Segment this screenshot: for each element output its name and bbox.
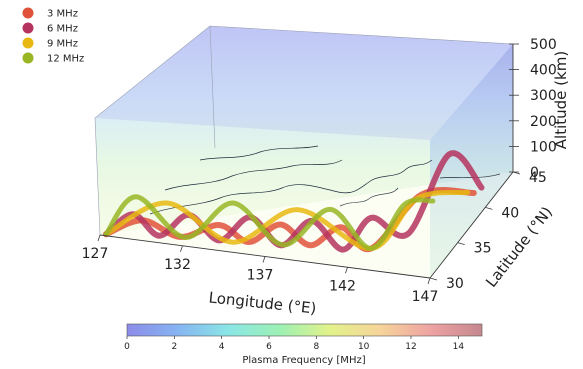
z-tick-label: 100: [530, 139, 557, 155]
volume-top-face: [95, 26, 513, 140]
x-tick-label: 132: [164, 257, 191, 273]
z-tick-label: 0: [530, 165, 539, 181]
x-axis-label: Longitude (°E): [208, 288, 317, 317]
x-tick-label: 127: [82, 246, 109, 262]
y-tick-label: 45: [529, 170, 547, 186]
legend-label: 12 MHz: [47, 54, 84, 65]
colorbar-tick-label: 2: [171, 342, 177, 352]
volume-right-face: [430, 44, 513, 278]
y-tick-label: 40: [501, 205, 519, 221]
legend-label: 9 MHz: [47, 39, 78, 50]
colorbar-tick-label: 4: [219, 342, 225, 352]
legend-label: 6 MHz: [47, 24, 78, 35]
x-tick-label: 147: [412, 289, 439, 305]
coastline-map: [149, 145, 501, 215]
colorbar-ticks: 0 2 4 6 8 10 12 14: [124, 336, 464, 352]
ray-12-mhz-path: [103, 194, 436, 251]
colorbar-tick-label: 8: [313, 342, 319, 352]
y-tick-mark: [429, 277, 438, 281]
z-tick-label: 400: [530, 63, 557, 79]
colorbar-tick-label: 6: [266, 342, 272, 352]
y-axis-ticks: 30 35 40 45: [429, 170, 547, 292]
x-tick-mark: [97, 234, 101, 242]
x-tick-mark: [345, 267, 348, 274]
x-tick-label: 142: [329, 278, 356, 294]
x-tick-mark: [262, 256, 266, 263]
colorbar-gradient: [126, 323, 483, 337]
colorbar-tick-label: 14: [453, 342, 465, 352]
legend-marker: [22, 7, 34, 19]
z-tick-label: 300: [530, 88, 557, 104]
z-tick-label: 200: [530, 114, 557, 130]
colorbar-tick-label: 10: [358, 342, 370, 352]
y-tick-label: 35: [474, 241, 492, 257]
x-axis-ticks: 127 132 137 142 147: [82, 234, 439, 305]
legend-label: 3 MHz: [47, 9, 78, 20]
y-tick-label: 30: [446, 276, 464, 292]
x-tick-mark: [427, 277, 431, 285]
colorbar-label: Plasma Frequency [MHz]: [242, 355, 365, 366]
z-tick-label: 500: [530, 37, 557, 53]
colorbar-tick-label: 0: [124, 342, 130, 352]
axis-box: [94, 25, 514, 236]
legend-marker: [22, 22, 34, 34]
legend: 3 MHz 6 MHz 9 MHz 12 MHz: [22, 7, 84, 65]
y-tick-mark: [485, 206, 493, 210]
plasma-volume: [95, 26, 513, 278]
legend-marker: [22, 52, 34, 64]
ray-series: [103, 150, 485, 253]
x-tick-mark: [180, 245, 183, 252]
z-axis-ticks: 0 100 200 300 400 500: [509, 37, 557, 181]
legend-marker: [22, 37, 34, 49]
z-axis-label: Altitude (km): [552, 51, 570, 149]
y-tick-mark: [457, 242, 465, 246]
colorbar-tick-label: 12: [405, 342, 416, 352]
volume-back-wall: [95, 26, 513, 235]
colorbar: 0 2 4 6 8 10 12 14 Plasma Frequency [MHz]: [124, 323, 483, 366]
x-tick-label: 137: [247, 268, 274, 284]
